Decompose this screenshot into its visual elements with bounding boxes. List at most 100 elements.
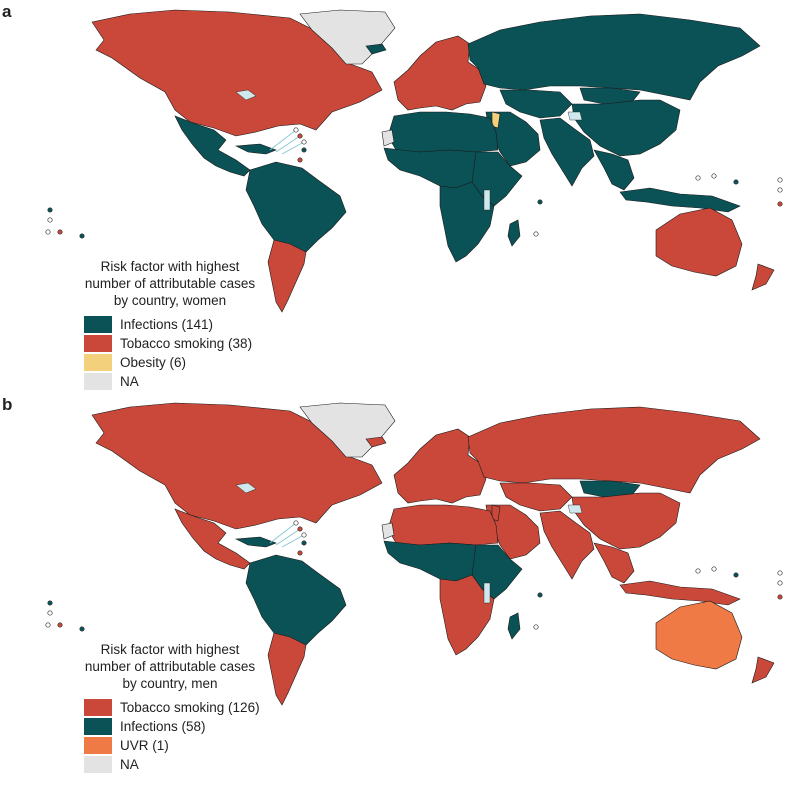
region-new-zealand — [751, 263, 775, 291]
island-leader-line — [275, 528, 301, 546]
small-island-marker — [293, 127, 299, 133]
small-island-marker — [711, 173, 717, 179]
island-leader-line — [281, 141, 305, 155]
region-south-asia — [539, 510, 595, 580]
region-new-zealand — [751, 656, 775, 684]
lake — [235, 482, 257, 494]
legend-item: Infections (58) — [84, 717, 320, 736]
lake — [567, 504, 583, 514]
small-island-marker — [777, 570, 783, 576]
island-leader-line — [281, 534, 305, 548]
panel-men: b Risk factor with highest number of att… — [0, 393, 800, 786]
small-island-marker — [777, 177, 783, 183]
legend-item: Tobacco smoking (38) — [84, 334, 320, 353]
legend-label: Tobacco smoking (38) — [120, 336, 253, 351]
region-east-asia — [571, 492, 681, 550]
small-island-marker — [297, 550, 303, 556]
region-south-asia — [539, 117, 595, 187]
panel-letter: a — [2, 2, 12, 21]
small-island-marker — [47, 207, 53, 213]
small-island-marker — [79, 233, 85, 239]
small-island-marker — [301, 147, 307, 153]
island-leader-line — [275, 135, 301, 153]
small-island-marker — [293, 520, 299, 526]
small-island-marker — [301, 540, 307, 546]
small-island-marker — [45, 622, 51, 628]
region-caribbean — [234, 536, 277, 548]
small-island-marker — [777, 580, 783, 586]
small-island-marker — [301, 532, 307, 538]
lake — [483, 189, 491, 211]
legend-item: NA — [84, 755, 320, 774]
legend-items: Tobacco smoking (126) Infections (58) UVR … — [84, 698, 320, 774]
region-south-america-north — [245, 554, 347, 656]
legend-swatch — [84, 737, 112, 754]
region-south-america-north — [245, 161, 347, 263]
region-caribbean — [234, 143, 277, 155]
legend-swatch — [84, 335, 112, 352]
region-north-america — [91, 402, 383, 530]
region-central-america — [174, 115, 251, 177]
small-island-marker — [695, 568, 701, 574]
region-russia — [467, 13, 761, 101]
lake — [483, 582, 491, 604]
region-southeast-asia — [593, 542, 635, 584]
region-madagascar — [507, 612, 521, 640]
region-western-sahara — [381, 129, 395, 147]
small-island-marker — [301, 139, 307, 145]
island-leader-line — [269, 129, 297, 151]
legend-title: Risk factor with highest number of attri… — [84, 642, 256, 691]
legend-title: Risk factor with highest number of attri… — [84, 259, 256, 308]
small-island-marker — [711, 566, 717, 572]
world-map-women — [45, 9, 783, 313]
legend-item: Obesity (6) — [84, 353, 320, 372]
legend-label: Obesity (6) — [120, 355, 187, 370]
legend-label: NA — [120, 757, 139, 772]
small-island-marker — [777, 594, 783, 600]
small-island-marker — [57, 622, 63, 628]
legend-swatch — [84, 354, 112, 371]
small-island-marker — [47, 610, 53, 616]
small-island-marker — [79, 626, 85, 632]
region-madagascar — [507, 219, 521, 247]
island-leader-line — [269, 522, 297, 544]
world-map-men — [45, 402, 783, 706]
legend-swatch — [84, 699, 112, 716]
small-island-marker — [733, 179, 739, 185]
legend-item: UVR (1) — [84, 736, 320, 755]
small-island-marker — [57, 229, 63, 235]
region-australia — [655, 207, 743, 277]
legend-item: Infections (141) — [84, 315, 320, 334]
legend-item: Tobacco smoking (126) — [84, 698, 320, 717]
region-southern-africa — [439, 181, 495, 263]
region-levant — [491, 111, 501, 129]
region-western-sahara — [381, 522, 395, 540]
region-southeast-asia — [593, 149, 635, 191]
panel-women: a Risk factor with highest number of att… — [2, 2, 783, 390]
region-central-asia — [499, 89, 573, 119]
legend-label: NA — [120, 374, 139, 389]
region-south-america-south — [267, 632, 307, 706]
region-sub-saharan-africa — [383, 540, 481, 582]
legend-swatch — [84, 756, 112, 773]
legend-swatch — [84, 718, 112, 735]
region-sub-saharan-africa — [383, 147, 481, 189]
legend-men: Risk factor with highest number of attri… — [20, 641, 320, 774]
region-southern-africa — [439, 574, 495, 656]
region-iceland — [365, 436, 387, 448]
legend-label: Infections (141) — [120, 317, 214, 332]
region-indonesia — [619, 187, 741, 213]
panel-letter: b — [2, 395, 13, 414]
legend-label: Infections (58) — [120, 719, 206, 734]
region-russia — [467, 406, 761, 494]
region-central-asia — [499, 482, 573, 512]
small-island-marker — [297, 526, 303, 532]
small-island-marker — [537, 592, 543, 598]
small-island-marker — [297, 157, 303, 163]
region-australia — [655, 600, 743, 670]
small-island-marker — [533, 231, 539, 237]
region-south-america-south — [267, 239, 307, 313]
small-island-marker — [47, 217, 53, 223]
region-north-america — [91, 9, 383, 137]
small-island-marker — [777, 187, 783, 193]
